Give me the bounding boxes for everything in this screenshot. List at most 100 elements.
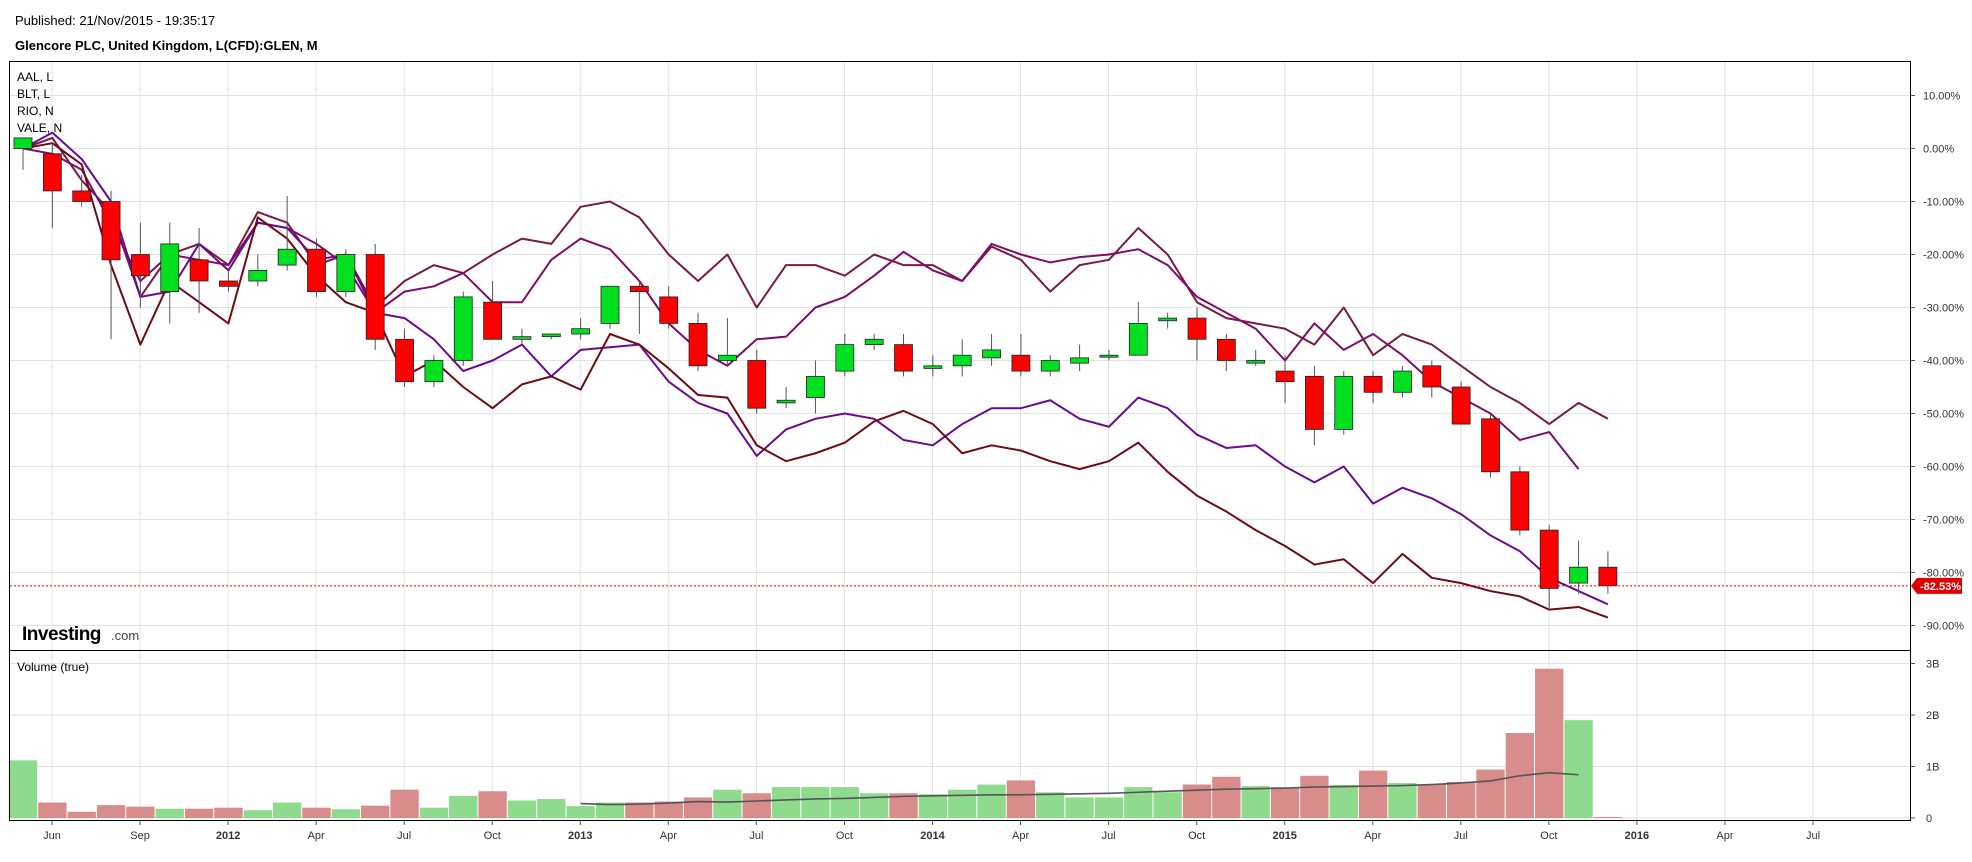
volume-bar <box>126 806 155 818</box>
candle <box>336 249 356 297</box>
brand-suffix: .com <box>111 628 139 643</box>
brand-name: Investing <box>22 624 101 645</box>
candle <box>835 334 855 377</box>
candle <box>923 355 943 377</box>
last-value-badge <box>1911 577 1962 594</box>
x-tick-label: Jun <box>43 830 61 842</box>
price-tick-label: 10.00% <box>1923 91 1961 103</box>
candle-body <box>864 338 884 345</box>
candle-body <box>718 354 737 361</box>
candle <box>1363 371 1383 403</box>
x-tick-label: Apr <box>1364 830 1381 842</box>
candle <box>1510 466 1530 536</box>
volume-bar <box>96 805 126 818</box>
candle <box>776 387 796 409</box>
candle-body <box>1363 375 1383 393</box>
candle <box>42 143 62 228</box>
candle-body <box>1334 375 1354 430</box>
volume-bar <box>478 791 507 818</box>
volume-bar <box>801 787 830 818</box>
candle <box>1334 371 1354 435</box>
candle-body <box>688 322 708 367</box>
x-tick-label: 2012 <box>216 830 240 842</box>
volume-tick-label: 3B <box>1926 659 1939 671</box>
candle <box>541 333 561 340</box>
candle <box>571 318 591 340</box>
x-tick-label: Apr <box>660 830 677 842</box>
candle-body <box>1539 529 1559 589</box>
candle <box>1422 360 1442 398</box>
volume-bar <box>449 795 478 818</box>
candle-body <box>219 280 238 287</box>
candle-body <box>1216 338 1236 361</box>
price-tick-label: -80.00% <box>1923 568 1964 580</box>
investing-logo: Investing .com <box>22 624 139 645</box>
candle-body <box>424 360 444 383</box>
candle <box>1158 312 1178 329</box>
volume-bar <box>1417 784 1446 818</box>
candle <box>1187 307 1207 361</box>
volume-bar <box>566 806 595 818</box>
x-tick-label: 2015 <box>1272 830 1296 842</box>
x-tick-label: Oct <box>836 830 853 842</box>
candle-body <box>894 344 913 372</box>
candle <box>600 285 620 329</box>
candle <box>483 281 503 340</box>
candle-body <box>1569 566 1588 584</box>
volume-bar <box>1535 668 1564 818</box>
volume-bar <box>771 787 801 818</box>
candle-body <box>982 349 1001 359</box>
volume-bar <box>38 802 67 818</box>
x-tick-label: Jul <box>397 830 411 842</box>
candle-body <box>101 201 121 261</box>
price-tick-label: -10.00% <box>1923 197 1964 209</box>
candle <box>1070 344 1089 372</box>
x-tick-label: 2016 <box>1625 830 1649 842</box>
candle-body <box>512 336 532 340</box>
volume-bar <box>1329 785 1358 818</box>
candle <box>1393 365 1412 398</box>
x-tick-label: Jul <box>749 830 763 842</box>
candle <box>894 334 913 377</box>
candle <box>1481 413 1500 478</box>
candle-body <box>189 259 209 282</box>
candle <box>747 349 767 414</box>
candle <box>160 222 180 324</box>
price-tick-label: -50.00% <box>1923 409 1964 421</box>
candle-body <box>1040 360 1060 372</box>
candle-body <box>42 153 62 192</box>
candle-body <box>600 285 620 324</box>
volume-bar <box>1388 782 1417 818</box>
candle <box>307 238 326 297</box>
x-tick-label: Oct <box>1188 830 1205 842</box>
candle <box>1275 355 1295 403</box>
candle-body <box>659 296 679 324</box>
candle <box>130 222 150 308</box>
last-value-marker: -82.53% <box>1911 577 1962 594</box>
x-tick-label: 2014 <box>920 830 945 842</box>
volume-bar <box>1446 781 1476 818</box>
volume-bar <box>1212 776 1241 818</box>
candle-body <box>1187 317 1207 340</box>
price-tick-label: -30.00% <box>1923 303 1964 315</box>
candle <box>1246 349 1266 366</box>
candle-body <box>1275 370 1295 383</box>
x-tick-label: Apr <box>1716 830 1733 842</box>
volume-bar <box>1241 786 1270 818</box>
x-tick-label: Jul <box>1454 830 1468 842</box>
volume-bar <box>948 789 977 818</box>
volume-bar <box>595 802 625 818</box>
volume-bar <box>184 808 214 818</box>
legend-entry: RIO, N <box>17 104 54 118</box>
volume-bar <box>8 760 38 818</box>
candle-body <box>1246 360 1266 364</box>
candle <box>952 339 972 377</box>
candle-body <box>483 301 503 340</box>
candle <box>512 328 532 345</box>
legend-entry: AAL, L <box>17 70 53 84</box>
volume-bar <box>625 802 654 818</box>
volume-bar <box>302 807 331 818</box>
candle-body <box>248 269 268 282</box>
volume-bar <box>977 784 1006 818</box>
